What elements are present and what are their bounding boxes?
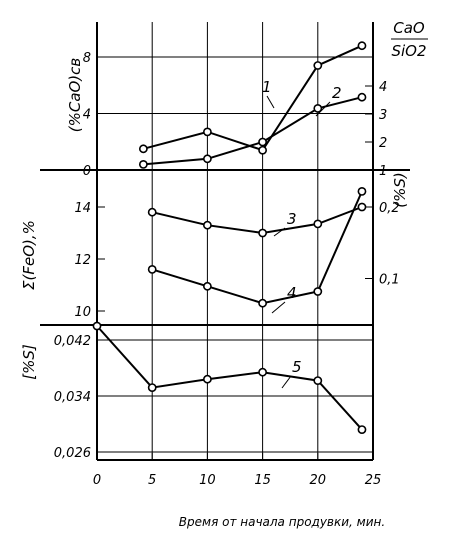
series-5-point [259,369,266,376]
x-tick-label: 25 [365,473,382,488]
series-2-label: 2 [332,84,342,102]
right-axis-label-top-denominator: SiO2 [391,42,426,60]
series-1-point [358,42,365,49]
series-5-point [204,376,211,383]
series-1-point [259,147,266,154]
left-axis-label-middle: Σ(FeO),% [20,220,38,290]
x-axis-label: Время от начала продувки, мин. [179,515,385,529]
series-5-line [97,326,362,430]
x-tick-label: 15 [254,473,271,488]
series-1-label: 1 [262,78,272,96]
series-4-point [358,188,365,195]
series-4-point [314,288,321,295]
right-axis-label-top-numerator: CaO [393,19,425,37]
right-axis-label-middle: (%S) [391,172,409,207]
series-2-point [358,94,365,101]
series-5-point [93,322,100,329]
series-1-point [314,62,321,69]
series-1-leader [267,96,274,108]
series-3-point [204,222,211,229]
right-tick-label: 3 [379,108,387,123]
left-tick-label: 0,034 [54,390,91,405]
right-tick-label: 2 [379,136,387,151]
series-4-point [149,266,156,273]
series-5-label: 5 [292,358,302,376]
series-3-leader [274,228,285,236]
series-4-point [259,300,266,307]
left-tick-label: 0,026 [54,446,91,461]
series-4-leader [272,302,285,313]
series-2-point [204,155,211,162]
series-2-point [259,138,266,145]
series-5-point [358,426,365,433]
x-tick-label: 20 [310,473,327,488]
left-tick-label: 12 [74,253,91,268]
series-2-line [143,97,362,164]
left-axis-label-bottom: [%S] [20,344,38,380]
series-3-label: 3 [287,210,297,228]
series-5-leader [282,376,291,388]
series-5-point [314,377,321,384]
series-3-line [152,207,362,233]
series-3-point [259,229,266,236]
x-tick-label: 10 [199,473,216,488]
series-1-line [143,46,362,151]
left-tick-label: 10 [74,305,91,320]
left-tick-label: 0 [83,164,91,179]
x-tick-label: 0 [93,473,101,488]
series-3-point [149,209,156,216]
series-1-point [204,128,211,135]
series-1-point [140,145,147,152]
series-3-point [314,220,321,227]
right-tick-label: 4 [379,80,387,95]
series-2-point [140,161,147,168]
left-tick-label: 14 [74,201,91,216]
series-4-line [152,191,362,303]
series-2-point [314,105,321,112]
left-axis-label-top: (%CaO)св [66,58,84,133]
right-tick-label: 1 [379,164,387,179]
series-4-label: 4 [287,284,297,302]
series-4-point [204,283,211,290]
series-5-point [149,384,156,391]
left-tick-label: 0,042 [54,334,91,349]
x-tick-label: 5 [148,473,156,488]
series-3-point [358,203,365,210]
right-tick-label: 0,1 [379,273,400,288]
